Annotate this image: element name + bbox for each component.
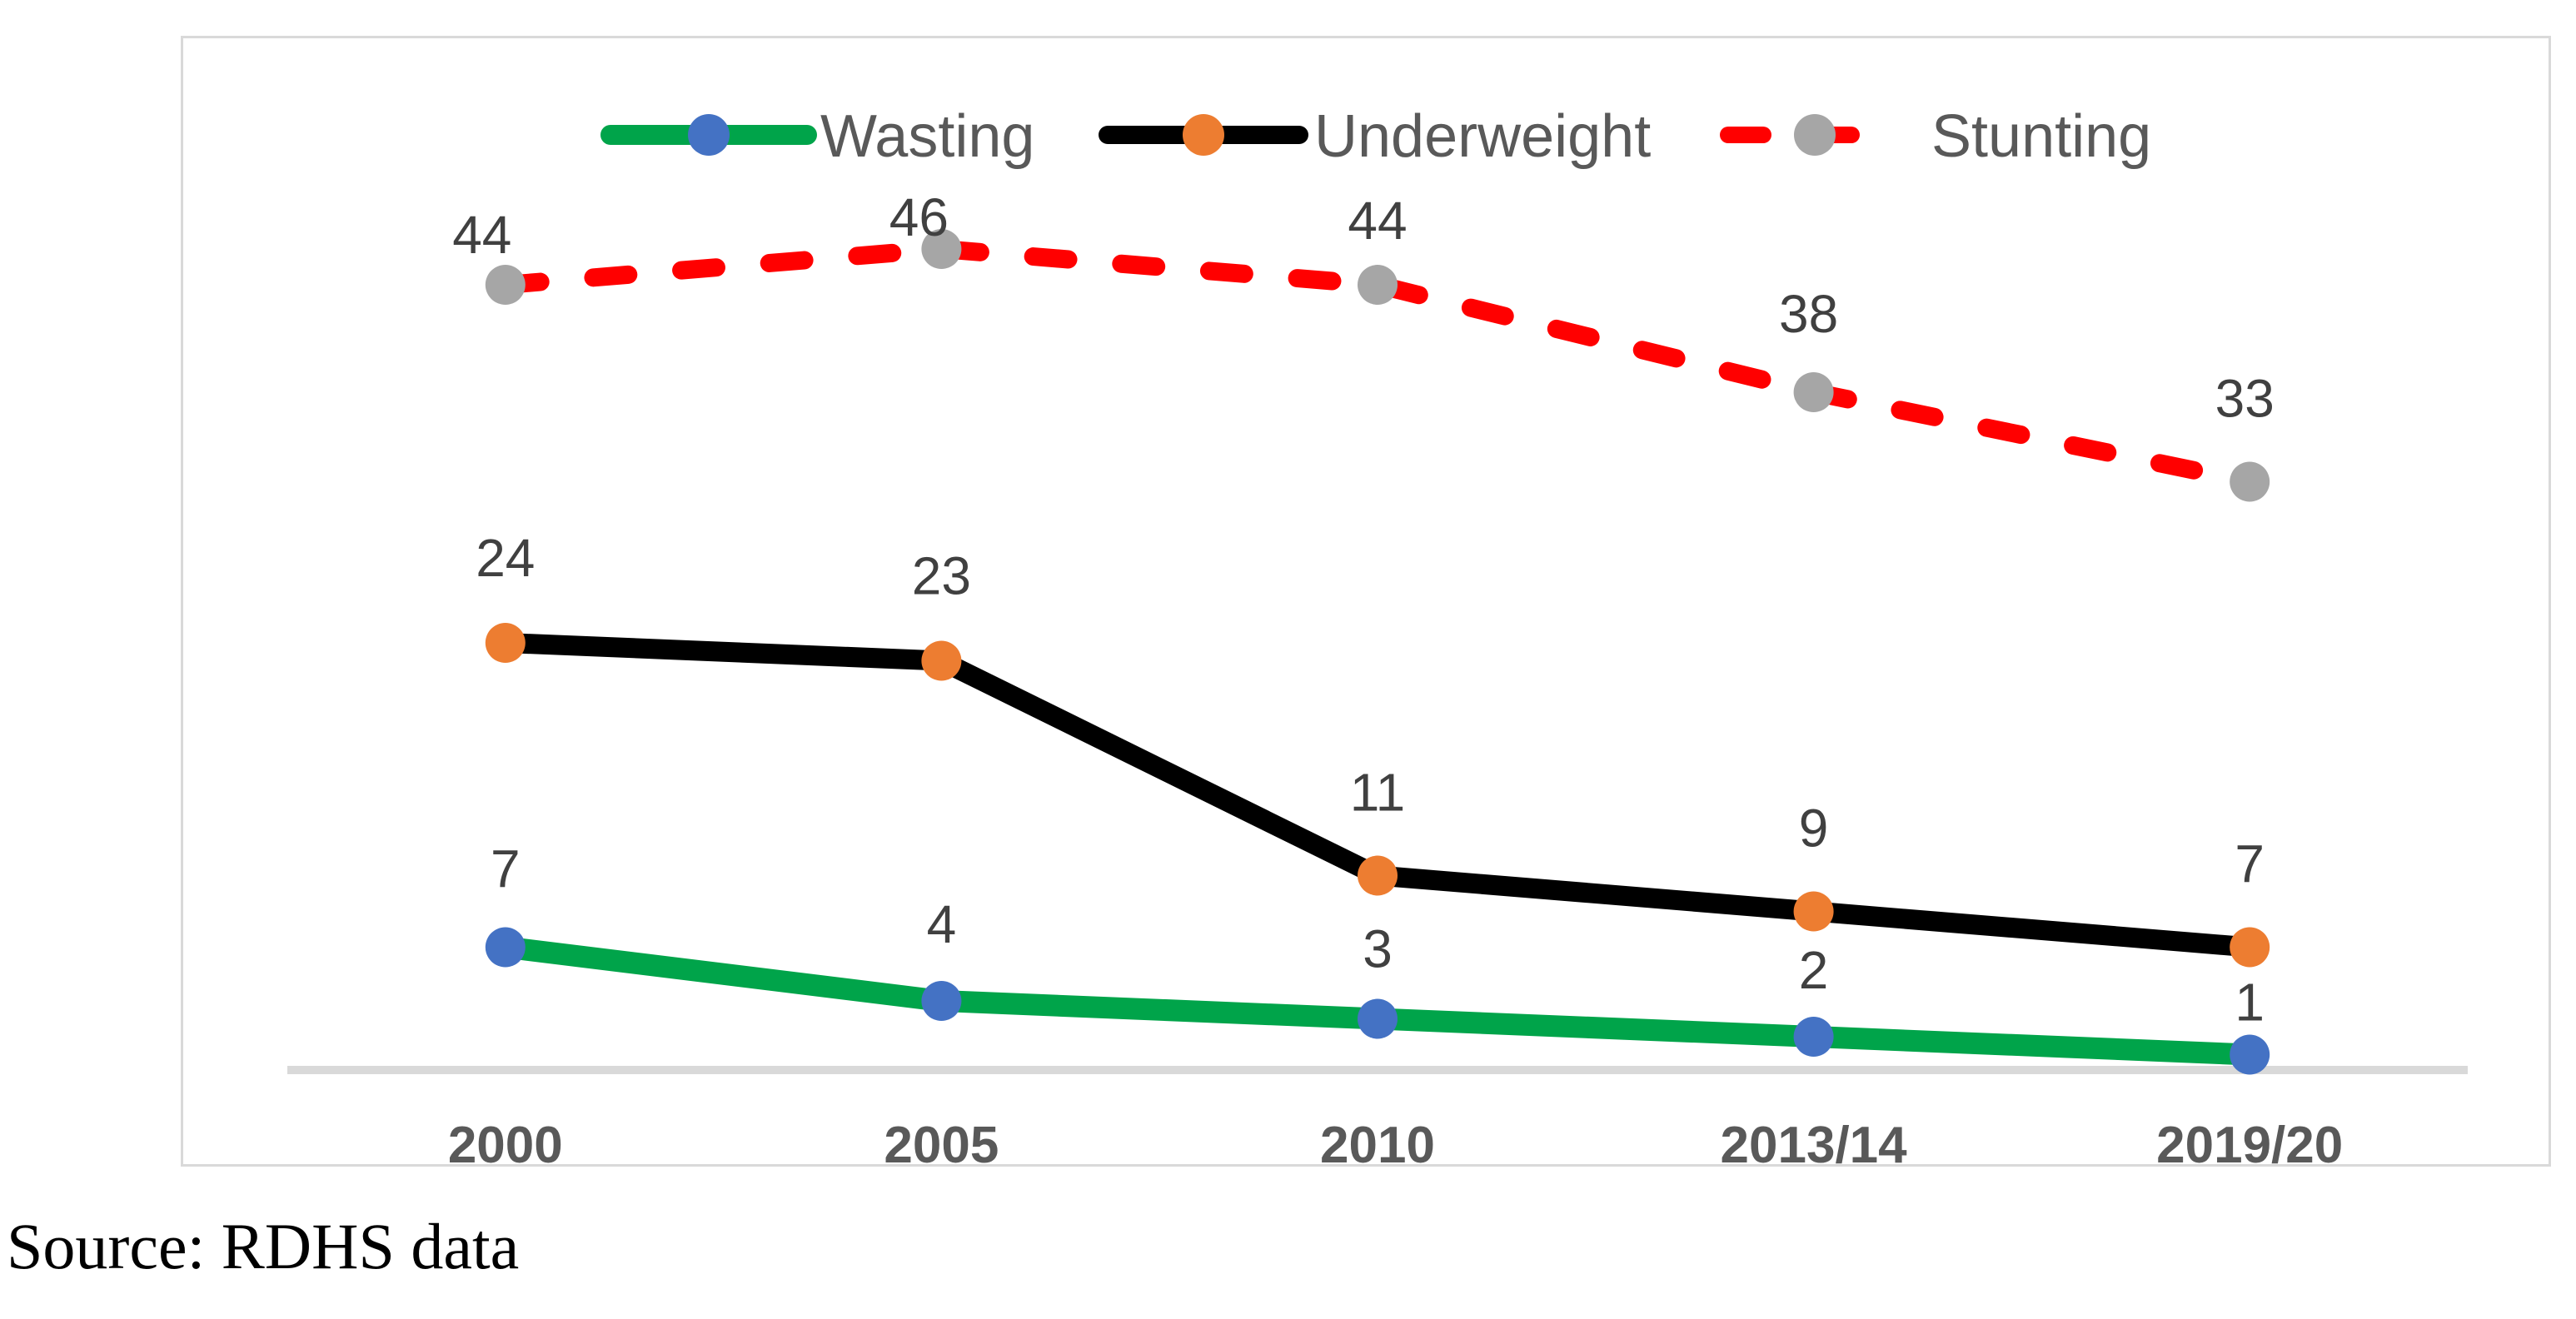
data-point-marker-underweight <box>1793 891 1834 932</box>
data-label-underweight: 23 <box>912 546 971 606</box>
data-label-stunting: 44 <box>1348 191 1407 251</box>
data-label-wasting: 3 <box>1363 919 1393 979</box>
data-point-marker-wasting <box>2230 1034 2270 1075</box>
data-point-marker-underweight <box>2230 927 2270 968</box>
data-point-marker-underweight <box>921 640 962 681</box>
data-point-marker-wasting <box>485 927 526 968</box>
data-label-underweight: 11 <box>1350 763 1405 823</box>
legend-marker-dot-wasting <box>688 114 730 156</box>
x-tick-label: 2013/14 <box>1721 1117 1908 1174</box>
data-label-underweight: 9 <box>1799 799 1829 859</box>
data-label-stunting: 44 <box>452 205 511 265</box>
data-point-marker-stunting <box>921 229 962 269</box>
data-point-marker-wasting <box>1358 998 1398 1039</box>
data-label-stunting: 33 <box>2215 369 2275 429</box>
legend-label-wasting: Wasting <box>820 103 1034 170</box>
x-tick-label: 2019/20 <box>2156 1117 2343 1174</box>
data-point-marker-wasting <box>1793 1017 1834 1057</box>
data-label-stunting: 46 <box>889 187 949 247</box>
legend-marker-dot-stunting <box>1794 114 1836 156</box>
data-label-underweight: 7 <box>2235 834 2265 894</box>
legend-marker-dot-underweight <box>1183 114 1224 156</box>
data-point-marker-stunting <box>1793 372 1834 412</box>
data-point-marker-stunting <box>2230 461 2270 502</box>
data-point-marker-stunting <box>1358 265 1398 305</box>
data-label-stunting: 38 <box>1779 284 1838 344</box>
x-tick-label: 2000 <box>448 1117 563 1174</box>
source-note: Source: RDHS data <box>7 1210 520 1282</box>
data-label-wasting: 4 <box>927 894 957 954</box>
data-point-marker-underweight <box>1358 855 1398 896</box>
legend-label-underweight: Underweight <box>1314 103 1651 170</box>
legend-label-stunting: Stunting <box>1931 103 2151 170</box>
data-label-underweight: 24 <box>476 528 535 588</box>
x-tick-label: 2005 <box>884 1117 999 1174</box>
chart-plot-area <box>181 36 2551 1167</box>
data-label-wasting: 2 <box>1799 940 1829 1000</box>
x-tick-label: 2010 <box>1320 1117 1435 1174</box>
data-label-wasting: 1 <box>2235 973 2265 1033</box>
data-point-marker-wasting <box>921 981 962 1021</box>
data-point-marker-stunting <box>485 265 526 305</box>
data-label-wasting: 7 <box>491 839 521 899</box>
data-point-marker-underweight <box>485 623 526 663</box>
